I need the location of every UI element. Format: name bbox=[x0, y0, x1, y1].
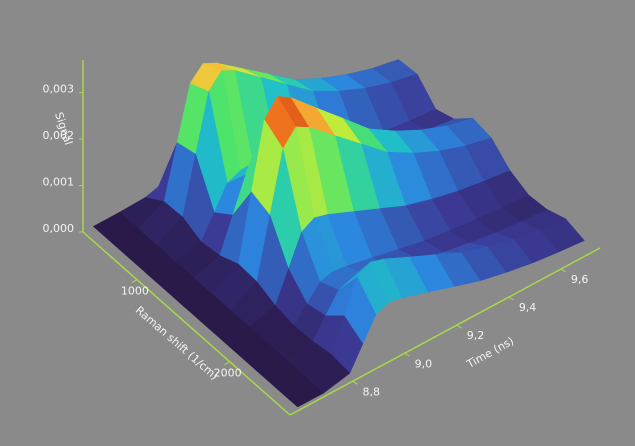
x-tick-label: 1000 bbox=[121, 285, 149, 298]
y-axis bbox=[289, 247, 601, 416]
z-tick-label: 0,002 bbox=[43, 129, 75, 142]
x-tick bbox=[131, 279, 138, 284]
x-tick-label: 2000 bbox=[214, 367, 242, 380]
y-tick bbox=[456, 324, 462, 329]
y-tick bbox=[560, 268, 567, 273]
x-tick bbox=[224, 361, 230, 366]
y-tick-label: 8,8 bbox=[363, 385, 381, 398]
y-tick bbox=[404, 352, 410, 357]
surface-cell bbox=[278, 376, 325, 408]
x-axis bbox=[82, 231, 291, 416]
y-tick bbox=[508, 296, 515, 301]
y-tick-label: 9,4 bbox=[519, 301, 537, 314]
z-tick-label: 0,003 bbox=[43, 83, 75, 96]
z-tick-label: 0,000 bbox=[43, 222, 75, 235]
z-tick-label: 0,001 bbox=[43, 176, 75, 189]
surface bbox=[92, 59, 585, 408]
y-tick-label: 9,0 bbox=[415, 357, 433, 370]
y-tick-label: 9,6 bbox=[571, 273, 589, 286]
y-tick-label: 9,2 bbox=[467, 329, 485, 342]
y-tick bbox=[352, 380, 358, 385]
